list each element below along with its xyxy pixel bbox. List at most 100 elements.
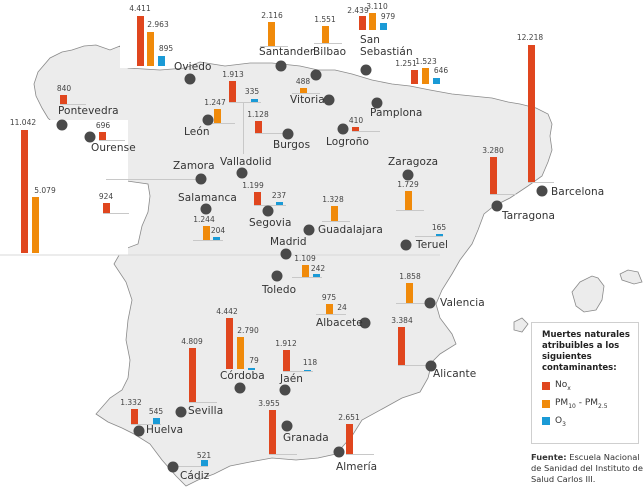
- legend-label-o3: O3: [555, 415, 566, 428]
- bar-valladolid-o3: [251, 99, 258, 102]
- bar-toledo-pm: [302, 265, 309, 277]
- city-label-segovia: Segovia: [249, 217, 292, 229]
- city-dot-zamora[interactable]: [195, 173, 207, 185]
- city-dot-leon[interactable]: [202, 114, 214, 126]
- value-sansebastian-pm: 3.110: [366, 2, 388, 11]
- value-huelva-nox: 1.332: [120, 398, 142, 407]
- city-dot-sevilla[interactable]: [175, 406, 187, 418]
- bar-cordoba-nox: [226, 318, 233, 369]
- value-albacete-pm: 975: [321, 293, 337, 302]
- bar-huelva-o3: [153, 418, 160, 424]
- bar-huelva-nox: [131, 409, 138, 424]
- swatch-nox-icon: [542, 381, 550, 390]
- city-dot-cordoba[interactable]: [234, 382, 246, 394]
- bar-leon-pm: [214, 109, 221, 123]
- city-dot-burgos[interactable]: [282, 128, 294, 140]
- city-label-salamanca: Salamanca: [178, 192, 237, 204]
- city-dot-alicante[interactable]: [425, 360, 437, 372]
- bar-salamanca-pm: [203, 226, 210, 240]
- city-dot-santander[interactable]: [275, 60, 287, 72]
- city-dot-logrono[interactable]: [337, 123, 349, 135]
- value-valladolid-o3: 335: [244, 87, 260, 96]
- city-dot-albacete[interactable]: [359, 317, 371, 329]
- value-santander-pm: 2.116: [261, 11, 283, 20]
- city-label-huelva: Huelva: [146, 424, 184, 436]
- value-left-nox: 11.042: [9, 118, 37, 127]
- bar-sansebastian-pm: [369, 13, 376, 30]
- legend-item-o3: O3: [542, 415, 632, 428]
- value-pontevedra-nox: 840: [56, 84, 72, 93]
- value-logrono-nox: 410: [348, 116, 364, 125]
- mallorca-island: [571, 275, 605, 313]
- city-dot-almeria[interactable]: [333, 446, 345, 458]
- bar-albacete-pm: [326, 304, 333, 314]
- city-dot-cadiz[interactable]: [167, 461, 179, 473]
- value-segovia-nox: 1.199: [242, 181, 264, 190]
- value-tarragona-nox: 3.280: [482, 146, 504, 155]
- city-dot-valencia[interactable]: [424, 297, 436, 309]
- city-dot-ourense[interactable]: [84, 131, 96, 143]
- ibiza-island: [513, 317, 529, 333]
- city-dot-pamplona[interactable]: [371, 97, 383, 109]
- value-pamplona-nox: 1.251: [395, 59, 417, 68]
- city-label-granada: Granada: [283, 432, 329, 444]
- value-jaen-nox: 1.912: [275, 339, 297, 348]
- bar-left-pm: [32, 197, 39, 253]
- city-label-tarragona: Tarragona: [502, 210, 556, 222]
- value-zaragoza-pm: 1.729: [397, 180, 419, 189]
- bar-sevilla-nox: [189, 348, 196, 402]
- city-label-jaen: Jaén: [280, 373, 304, 385]
- city-dot-jaen[interactable]: [279, 384, 291, 396]
- city-dot-guadalajara[interactable]: [303, 224, 315, 236]
- city-dot-salamanca[interactable]: [200, 203, 212, 215]
- bar-ourense-nox: [99, 132, 106, 140]
- city-dot-zaragoza[interactable]: [402, 169, 414, 181]
- value-sansebastian-nox: 2.439: [347, 6, 369, 15]
- value-burgos-nox: 1.128: [247, 110, 269, 119]
- value-valladolid-nox: 1.913: [222, 70, 244, 79]
- city-label-bilbao: Bilbao: [313, 46, 347, 58]
- swatch-o3-icon: [542, 417, 550, 426]
- city-label-burgos: Burgos: [273, 139, 311, 151]
- menorca-island: [619, 269, 643, 285]
- value-zamora-nox: 924: [98, 192, 114, 201]
- bar-segovia-nox: [254, 192, 261, 205]
- city-dot-vitoria[interactable]: [323, 94, 335, 106]
- city-dot-tarragona[interactable]: [491, 200, 503, 212]
- bar-bilbao-pm: [322, 26, 329, 43]
- source-note: Fuente: Escuela Nacional de Sanidad del …: [531, 452, 643, 485]
- bar-teruel-o3: [436, 234, 443, 236]
- bar-granada-nox: [269, 410, 276, 454]
- bar-cordoba-pm: [237, 337, 244, 369]
- city-dot-valladolid[interactable]: [236, 167, 248, 179]
- value-almeria-nox: 2.651: [338, 413, 360, 422]
- value-pamplona-pm: 1.523: [415, 57, 437, 66]
- legend-box: Muertes naturales atribuibles a los sigu…: [531, 322, 639, 444]
- city-dot-oviedo[interactable]: [184, 73, 196, 85]
- bar-barcelona-nox: [528, 45, 535, 182]
- city-dot-barcelona[interactable]: [536, 185, 548, 197]
- city-dot-pontevedra[interactable]: [56, 119, 68, 131]
- value-oviedo-pm: 2.963: [147, 20, 169, 29]
- bar-oviedo-nox: [137, 16, 144, 66]
- city-dot-segovia[interactable]: [262, 205, 274, 217]
- city-dot-bilbao[interactable]: [310, 69, 322, 81]
- city-label-zamora: Zamora: [173, 160, 215, 172]
- value-albacete-o3: 24: [337, 303, 347, 312]
- city-dot-toledo[interactable]: [271, 270, 283, 282]
- value-alicante-nox: 3.384: [391, 316, 413, 325]
- city-label-leon: León: [184, 126, 210, 138]
- city-dot-san-sebastian[interactable]: [360, 64, 372, 76]
- bar-zamora-nox: [103, 203, 110, 213]
- city-dot-granada[interactable]: [281, 420, 293, 432]
- city-label-valencia: Valencia: [440, 297, 485, 309]
- value-bilbao-pm: 1.551: [314, 15, 336, 24]
- bar-cadiz-o3: [201, 460, 208, 466]
- city-dot-huelva[interactable]: [133, 425, 145, 437]
- city-label-alicante: Alicante: [433, 368, 477, 380]
- city-dot-teruel[interactable]: [400, 239, 412, 251]
- bar-almeria-nox: [346, 424, 353, 454]
- value-huelva-o3: 545: [148, 407, 164, 416]
- city-dot-madrid[interactable]: [280, 248, 292, 260]
- source-text: Escuela Nacional de Sanidad del Institut…: [531, 452, 643, 484]
